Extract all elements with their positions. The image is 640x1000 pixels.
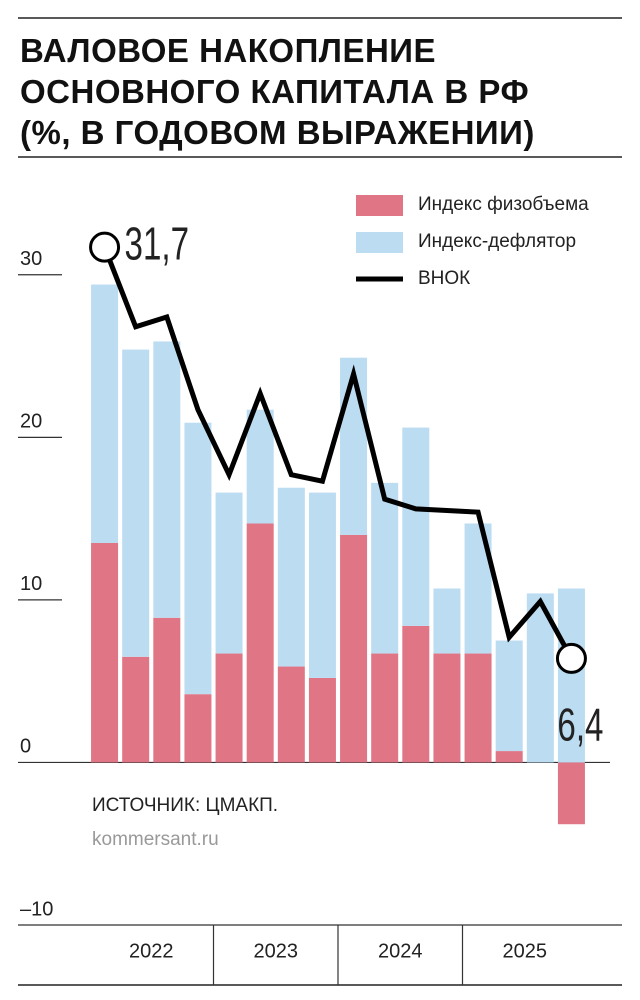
bar-segment (495, 751, 523, 763)
x-group-label: 2022 (129, 940, 174, 962)
bar-segment (215, 653, 243, 763)
bar-segment (371, 482, 399, 654)
bar-segment (91, 543, 119, 763)
bar-segment (464, 653, 492, 763)
source: ИСТОЧНИК: ЦМАКП. (92, 795, 278, 816)
bar-segment (308, 492, 336, 678)
bar-segment (495, 640, 523, 752)
bar-segment (184, 694, 212, 763)
value-label: 6,4 (557, 700, 603, 750)
bar-segment (91, 284, 119, 543)
bar-segment (153, 341, 181, 618)
bar-segment (277, 666, 305, 763)
bar-segment (433, 653, 461, 763)
y-tick-label: 0 (20, 736, 31, 758)
x-group-label: 2024 (378, 940, 423, 962)
bar-segment (402, 625, 430, 763)
bar-segment (402, 427, 430, 626)
line (102, 246, 574, 660)
x-group-label: 2023 (254, 940, 299, 962)
highlight-point (555, 642, 587, 674)
chart-title: ВАЛОВОЕ НАКОПЛЕНИЕ ОСНОВНОГО КАПИТАЛА В … (20, 32, 535, 151)
bar-segment (277, 487, 305, 667)
bar-segment (340, 357, 368, 535)
bar-segment (215, 492, 243, 654)
legend-swatch (356, 232, 403, 253)
legend-label: ВНОК (418, 268, 470, 289)
highlight-point (89, 231, 121, 263)
bar-segment (557, 762, 585, 825)
bar-segment (433, 588, 461, 654)
bar-segment (184, 422, 212, 695)
y-tick-label: 20 (20, 411, 42, 433)
legend-swatch (356, 195, 403, 216)
bar-segment (246, 409, 274, 524)
site: kommersant.ru (92, 829, 219, 850)
value-label: 31,7 (125, 219, 189, 269)
x-group-label: 2025 (503, 940, 548, 962)
bar-segment (122, 349, 150, 657)
y-tick-label: 30 (20, 248, 42, 270)
y-tick-label: –10 (20, 898, 53, 920)
bar-segment (246, 523, 274, 763)
legend-label: Индекс физобъема (418, 194, 589, 215)
bar-segment (308, 677, 336, 763)
bar-segment (153, 617, 181, 763)
y-tick-label: 10 (20, 573, 42, 595)
bar-segment (340, 534, 368, 763)
legend-label: Индекс-дефлятор (418, 231, 576, 252)
bar-segment (371, 653, 399, 763)
bar-segment (122, 656, 150, 763)
bar-segment (557, 588, 585, 763)
